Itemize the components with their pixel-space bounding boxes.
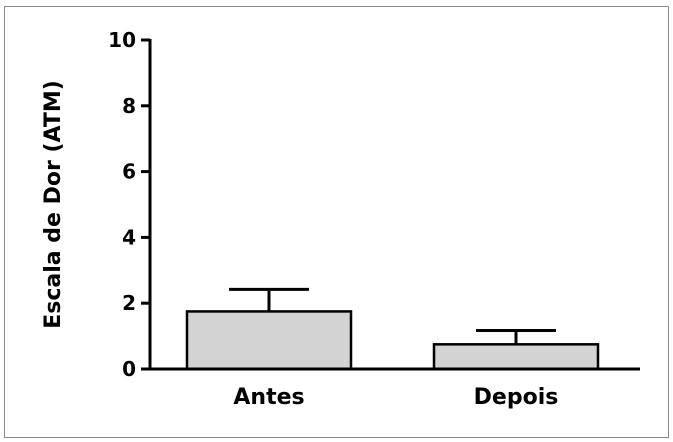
bar-antes [185, 310, 353, 371]
x-category-label: Depois [474, 385, 559, 410]
y-axis-title: Escala de Dor (ATM) [41, 80, 66, 329]
y-tick-label: 6 [122, 160, 136, 184]
bar-depois [432, 343, 600, 371]
x-category-label: Antes [233, 385, 304, 410]
y-tick-label: 2 [122, 291, 136, 315]
y-tick-label: 8 [122, 94, 136, 118]
y-tick-label: 4 [122, 225, 136, 249]
y-tick-label: 10 [108, 28, 136, 52]
y-tick-label: 0 [122, 357, 136, 381]
